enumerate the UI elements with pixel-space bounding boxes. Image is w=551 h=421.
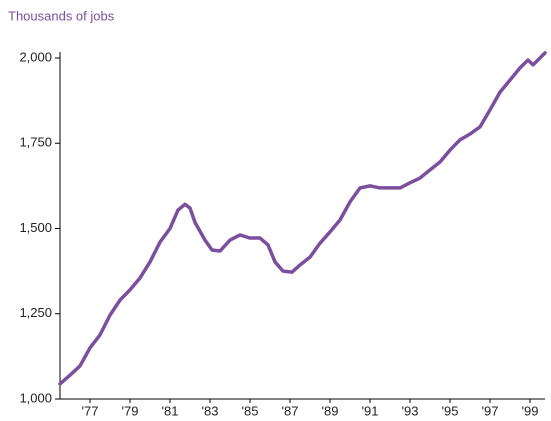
- y-tick-label: 1,500: [19, 220, 52, 235]
- x-tick-label: '91: [362, 403, 379, 418]
- x-tick-label: '87: [282, 403, 299, 418]
- x-tick-label: '95: [442, 403, 459, 418]
- x-tick-label: '77: [82, 403, 99, 418]
- x-tick-label: '79: [122, 403, 139, 418]
- y-tick-label: 1,000: [19, 390, 52, 405]
- x-tick-label: '99: [522, 403, 539, 418]
- chart-title: Thousands of jobs: [8, 8, 115, 23]
- x-tick-label: '93: [402, 403, 419, 418]
- line-series: [58, 51, 547, 386]
- x-tick-label: '89: [322, 403, 339, 418]
- y-tick-label: 2,000: [19, 49, 52, 64]
- x-tick-label: '83: [202, 403, 219, 418]
- x-tick-label: '81: [162, 403, 179, 418]
- x-tick-label: '85: [242, 403, 259, 418]
- y-tick-label: 1,750: [19, 135, 52, 150]
- y-tick-label: 1,250: [19, 305, 52, 320]
- x-tick-label: '97: [482, 403, 499, 418]
